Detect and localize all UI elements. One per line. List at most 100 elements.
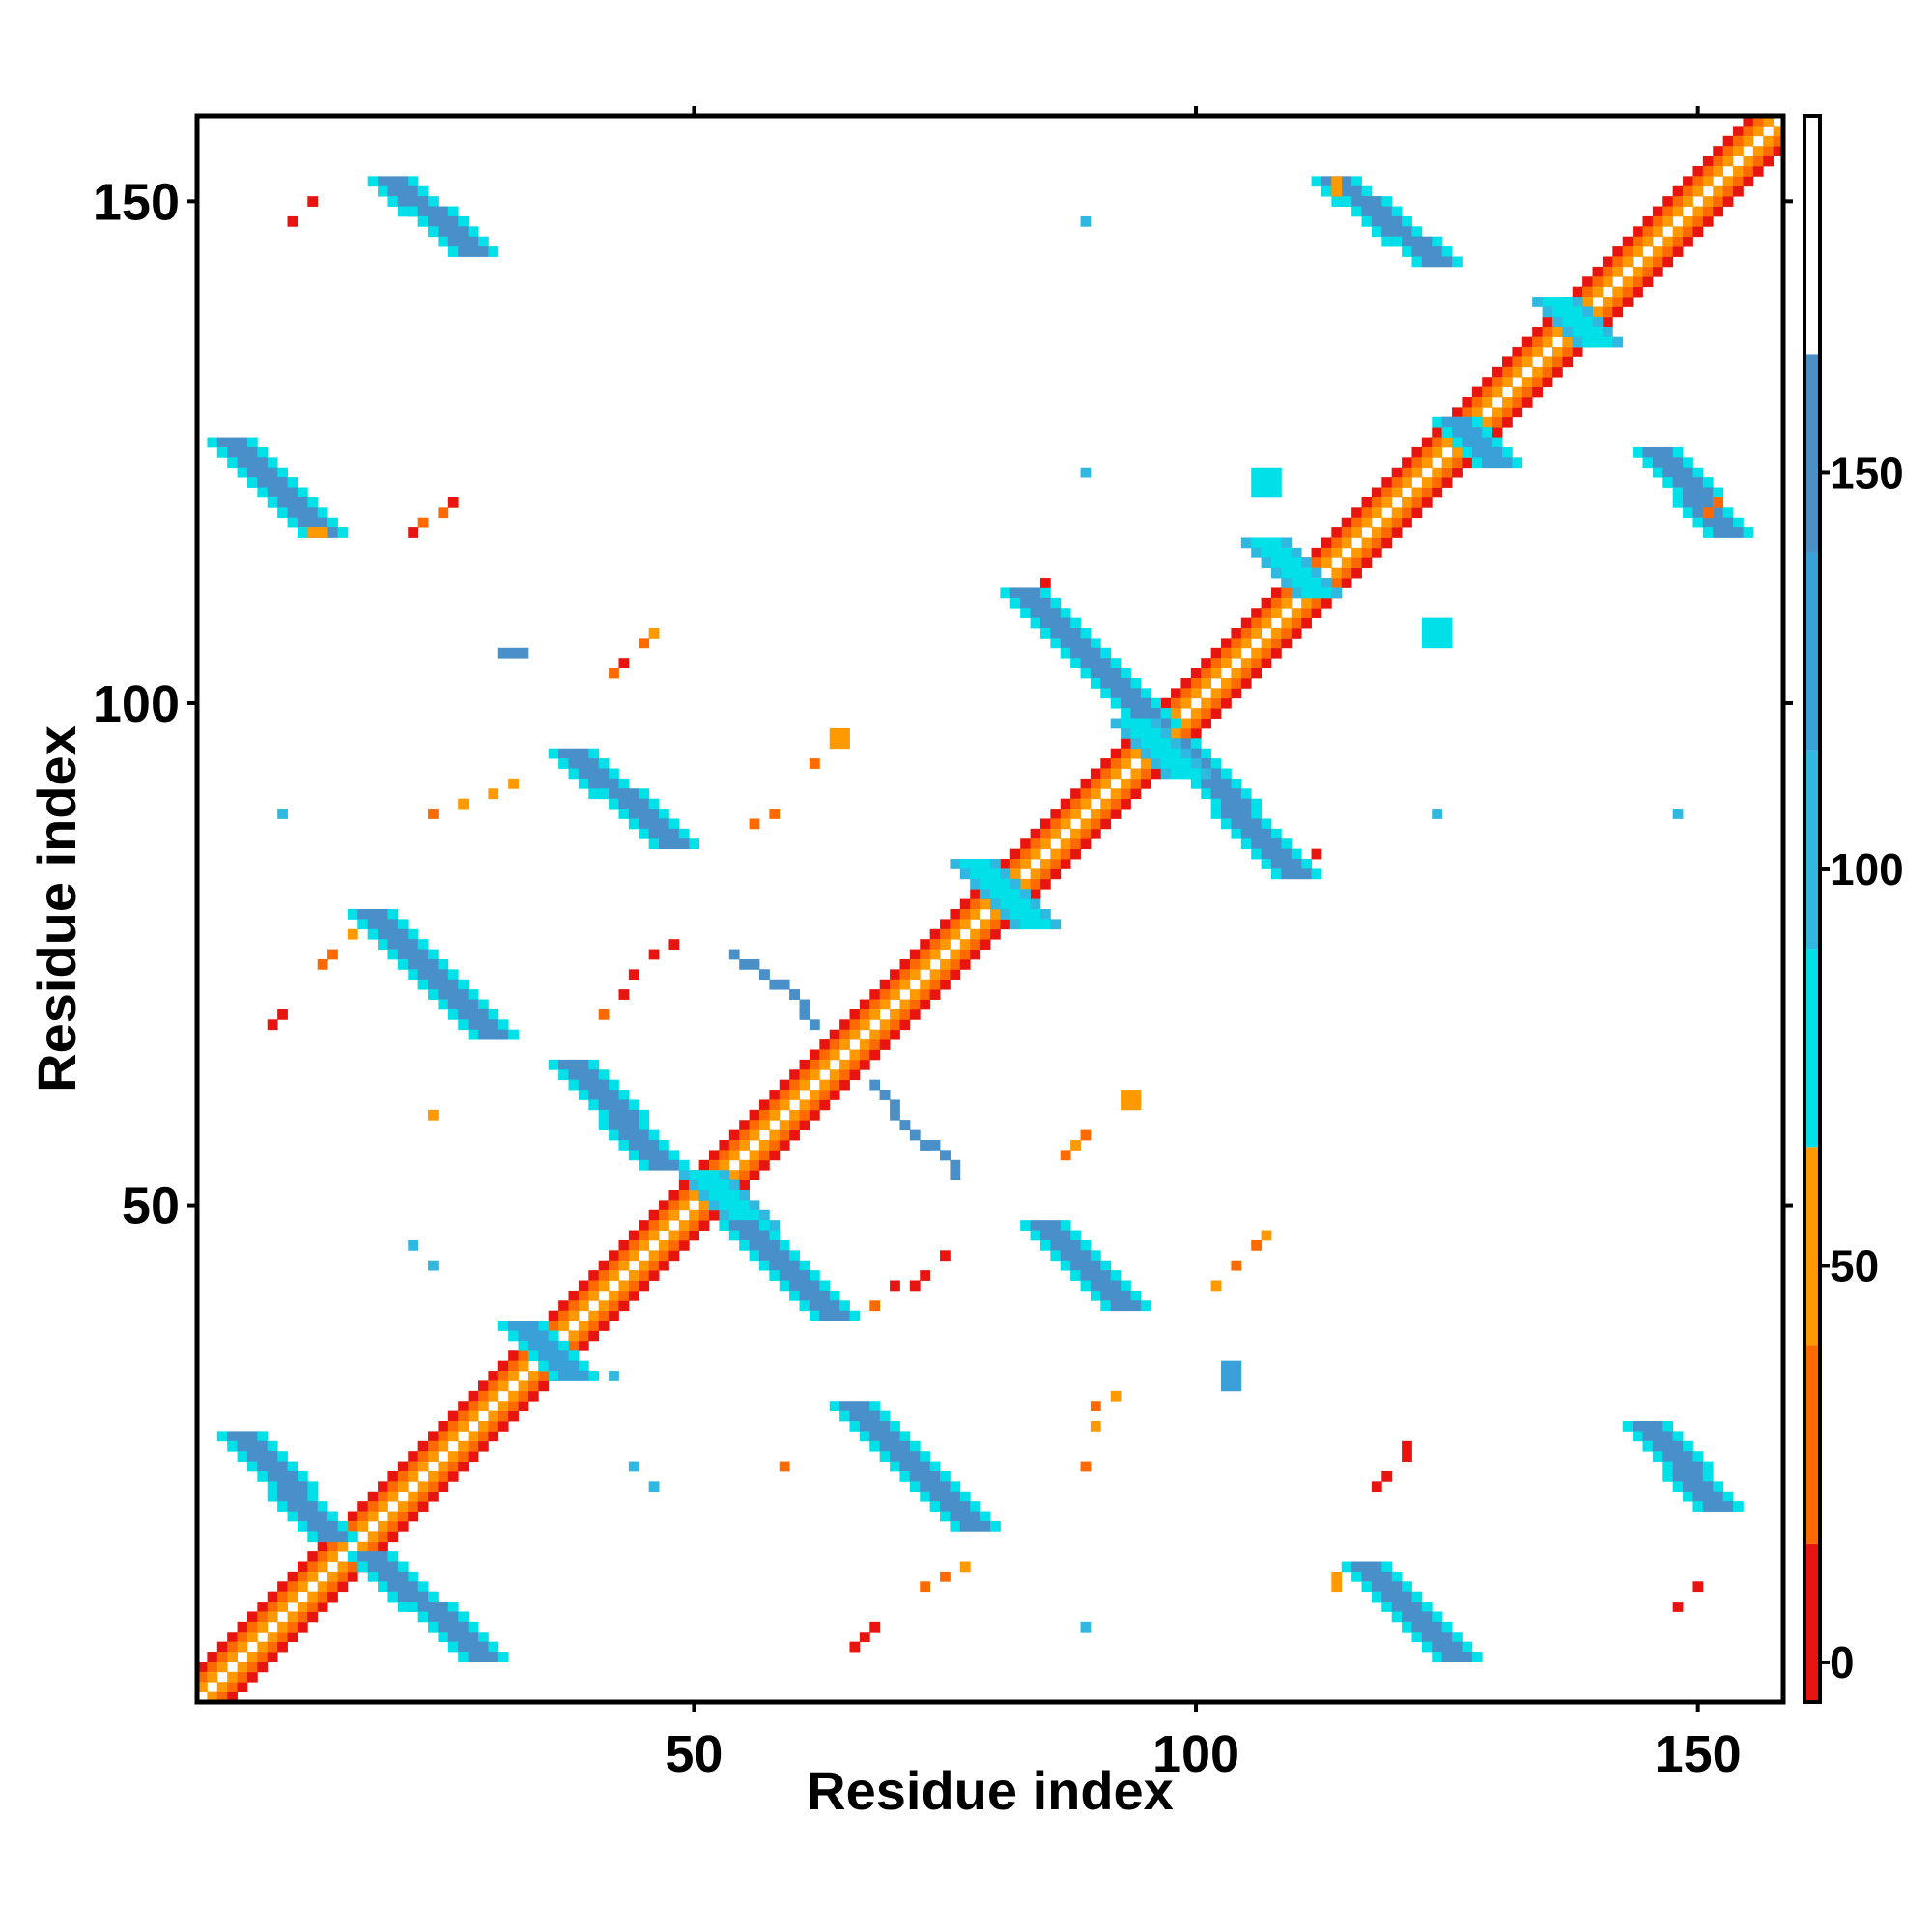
band-cell xyxy=(1110,668,1122,679)
diagonal-cell xyxy=(959,898,971,910)
band-cell xyxy=(970,1511,981,1522)
band-cell xyxy=(1070,647,1081,659)
diagonal-cell xyxy=(1331,547,1343,558)
band-cell xyxy=(609,1090,619,1100)
diagonal-cell xyxy=(307,1561,319,1573)
band-cell xyxy=(899,1451,911,1462)
diagonal-cell xyxy=(207,1662,218,1673)
band-cell xyxy=(1683,1470,1693,1482)
band-cell xyxy=(1210,778,1222,789)
diagonal-cell xyxy=(1562,356,1574,368)
band-cell xyxy=(659,818,669,830)
band-cell xyxy=(558,1360,569,1372)
band-cell xyxy=(869,1421,881,1432)
diagonal-cell xyxy=(909,989,921,1000)
diagonal-cell xyxy=(1733,126,1744,137)
diagonal-cell xyxy=(1121,778,1131,789)
diagonal-cell xyxy=(1180,677,1192,689)
band-cell xyxy=(397,1571,409,1582)
diagonal-cell xyxy=(799,1099,810,1111)
diagonal-cell xyxy=(980,898,991,910)
band-cell xyxy=(1231,798,1242,810)
band-cell xyxy=(758,1250,770,1262)
band-cell xyxy=(1702,1470,1714,1482)
band-cell xyxy=(1441,1621,1453,1633)
band-cell xyxy=(749,1209,760,1221)
diagonal-cell xyxy=(920,949,931,960)
blob-cell xyxy=(1331,1581,1343,1593)
diagonal-cell xyxy=(1281,617,1293,629)
band-cell xyxy=(1100,1270,1112,1281)
band-cell xyxy=(1402,1602,1412,1612)
band-cell xyxy=(417,969,429,980)
diagonal-cell xyxy=(1402,517,1412,528)
diagonal-cell xyxy=(1722,146,1734,156)
diagonal-cell xyxy=(1090,778,1101,789)
path-cell xyxy=(728,949,740,960)
band-cell xyxy=(1633,1431,1643,1442)
band-cell xyxy=(1441,256,1453,268)
band-cell xyxy=(1110,1280,1122,1292)
diagonal-cell xyxy=(1432,487,1443,498)
diagonal-cell xyxy=(950,909,961,920)
band-cell xyxy=(879,1431,891,1442)
band-cell xyxy=(417,196,429,207)
band-cell xyxy=(1240,809,1252,819)
diagonal-cell xyxy=(1351,557,1362,569)
band-cell xyxy=(568,1371,580,1381)
diagonal-cell xyxy=(518,1350,529,1362)
band-cell xyxy=(468,999,479,1010)
band-cell xyxy=(1301,859,1312,869)
band-cell xyxy=(618,1109,630,1121)
diagonal-cell xyxy=(417,1481,429,1492)
contact-point xyxy=(408,527,419,538)
band-cell xyxy=(588,748,600,759)
band-cell xyxy=(347,909,358,920)
band-cell xyxy=(1662,1421,1674,1432)
diagonal-cell xyxy=(1351,507,1362,519)
diagonal-cell xyxy=(1551,366,1563,378)
diagonal-cell xyxy=(1070,798,1081,810)
diagonal-cell xyxy=(1080,828,1092,839)
diagonal-cell xyxy=(819,1039,831,1050)
diagonal-cell xyxy=(1532,386,1543,398)
band-cell xyxy=(789,1290,800,1301)
band-cell xyxy=(970,859,981,869)
band-cell xyxy=(890,1431,900,1442)
band-cell xyxy=(1100,658,1112,668)
diagonal-cell xyxy=(1231,628,1242,639)
band-cell xyxy=(1471,446,1483,458)
blob-cell xyxy=(1221,1360,1232,1372)
band-cell xyxy=(1030,909,1041,920)
contact-point xyxy=(428,809,439,819)
band-cell xyxy=(518,1340,529,1351)
band-cell xyxy=(598,1069,610,1081)
diagonal-cell xyxy=(639,1230,650,1241)
colorbar-bin xyxy=(1806,1147,1818,1346)
band-cell xyxy=(668,828,680,839)
band-cell xyxy=(1672,1451,1684,1462)
band-cell xyxy=(1090,1260,1101,1271)
band-cell xyxy=(397,919,409,930)
band-cell xyxy=(1381,1602,1393,1612)
band-cell xyxy=(297,1481,308,1492)
band-cell xyxy=(458,226,469,238)
blob-cell xyxy=(1231,1360,1242,1372)
band-cell xyxy=(1000,878,1011,890)
diagonal-cell xyxy=(1391,527,1403,538)
diagonal-cell xyxy=(1502,416,1513,428)
band-cell xyxy=(257,1451,269,1462)
band-cell xyxy=(408,1602,419,1612)
band-cell xyxy=(648,1159,660,1171)
band-cell xyxy=(1060,1260,1071,1271)
diagonal-cell xyxy=(287,1591,298,1603)
band-cell xyxy=(1502,446,1513,458)
band-cell xyxy=(959,868,971,880)
band-cell xyxy=(1281,578,1293,588)
band-cell xyxy=(1371,196,1382,207)
blob-cell xyxy=(1130,1090,1142,1100)
band-cell xyxy=(1683,507,1693,519)
band-cell xyxy=(639,809,650,819)
diagonal-cell xyxy=(1551,356,1563,368)
band-cell xyxy=(317,1520,328,1532)
